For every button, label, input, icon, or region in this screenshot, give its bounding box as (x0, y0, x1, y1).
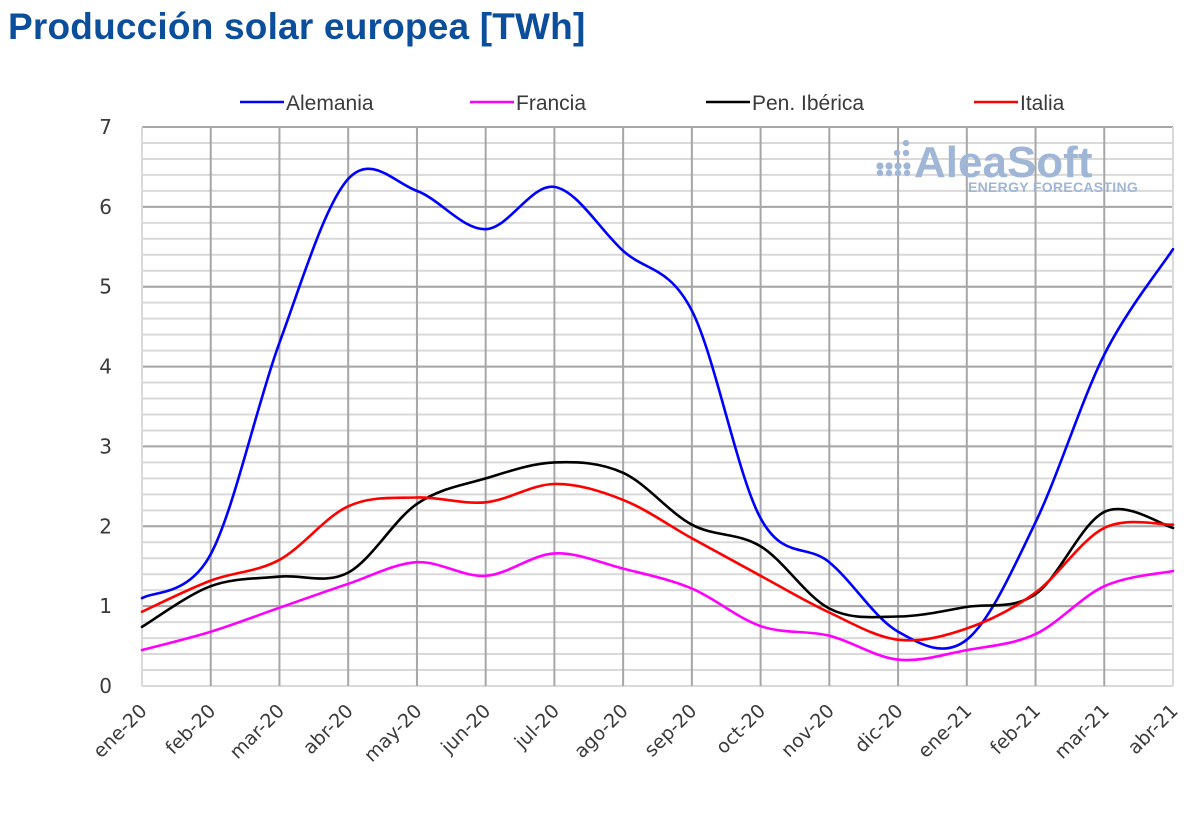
legend-item-francia: Francia (470, 92, 586, 115)
y-tick-label: 5 (99, 275, 112, 299)
series-line-pen-iberica (140, 460, 1175, 629)
x-tick-label: oct-20 (712, 700, 770, 758)
x-tick-label: feb-20 (161, 700, 220, 759)
y-tick-label: 1 (99, 594, 112, 618)
aleasoft-watermark: AleaSoft ENERGY FORECASTING (876, 138, 1138, 195)
series-lines (140, 167, 1175, 662)
legend-label: Pen. Ibérica (752, 92, 864, 115)
watermark-tagline: ENERGY FORECASTING (968, 179, 1138, 195)
x-tick-label: ene-21 (914, 700, 977, 763)
series-line-alemania (140, 167, 1175, 650)
x-tick-label: sep-20 (640, 700, 701, 761)
x-tick-label: jun-20 (436, 700, 495, 759)
x-tick-label: jul-20 (510, 700, 564, 754)
x-tick-label: feb-21 (986, 700, 1045, 759)
legend: Alemania Francia Pen. Ibérica Italia (240, 92, 1065, 115)
y-tick-label: 6 (99, 195, 112, 219)
x-tick-label: abr-21 (1124, 700, 1183, 759)
y-tick-label: 2 (99, 514, 112, 538)
legend-item-pen-iberica: Pen. Ibérica (706, 92, 864, 115)
x-tick-label: may-20 (360, 700, 427, 767)
y-axis-ticks: 0 1 2 3 4 5 6 7 (99, 115, 112, 698)
legend-item-italia: Italia (974, 92, 1065, 115)
y-tick-label: 7 (99, 115, 112, 139)
x-axis-ticks: ene-20 feb-20 mar-20 abr-20 may-20 jun-20 jul-… (89, 700, 1183, 767)
aleasoft-logo-dots-icon (876, 139, 911, 177)
legend-item-alemania: Alemania (240, 92, 374, 115)
legend-label: Francia (516, 92, 586, 115)
watermark-brand: AleaSoft (914, 138, 1093, 187)
x-tick-label: ago-20 (570, 700, 633, 763)
chart-title: Producción solar europea [TWh] (8, 6, 586, 47)
series-line-italia (140, 482, 1175, 642)
series-line-francia (140, 552, 1175, 662)
legend-label: Italia (1020, 92, 1065, 115)
y-tick-label: 0 (99, 674, 112, 698)
x-tick-label: dic-20 (850, 700, 907, 757)
y-tick-label: 3 (99, 434, 112, 458)
x-tick-label: nov-20 (777, 700, 839, 762)
x-tick-label: mar-21 (1050, 700, 1113, 763)
x-tick-label: ene-20 (89, 700, 152, 763)
x-tick-label: abr-20 (299, 700, 358, 759)
legend-label: Alemania (286, 92, 374, 115)
vertical-gridlines (141, 127, 1174, 686)
x-tick-label: mar-20 (226, 700, 289, 763)
y-tick-label: 4 (99, 355, 112, 379)
